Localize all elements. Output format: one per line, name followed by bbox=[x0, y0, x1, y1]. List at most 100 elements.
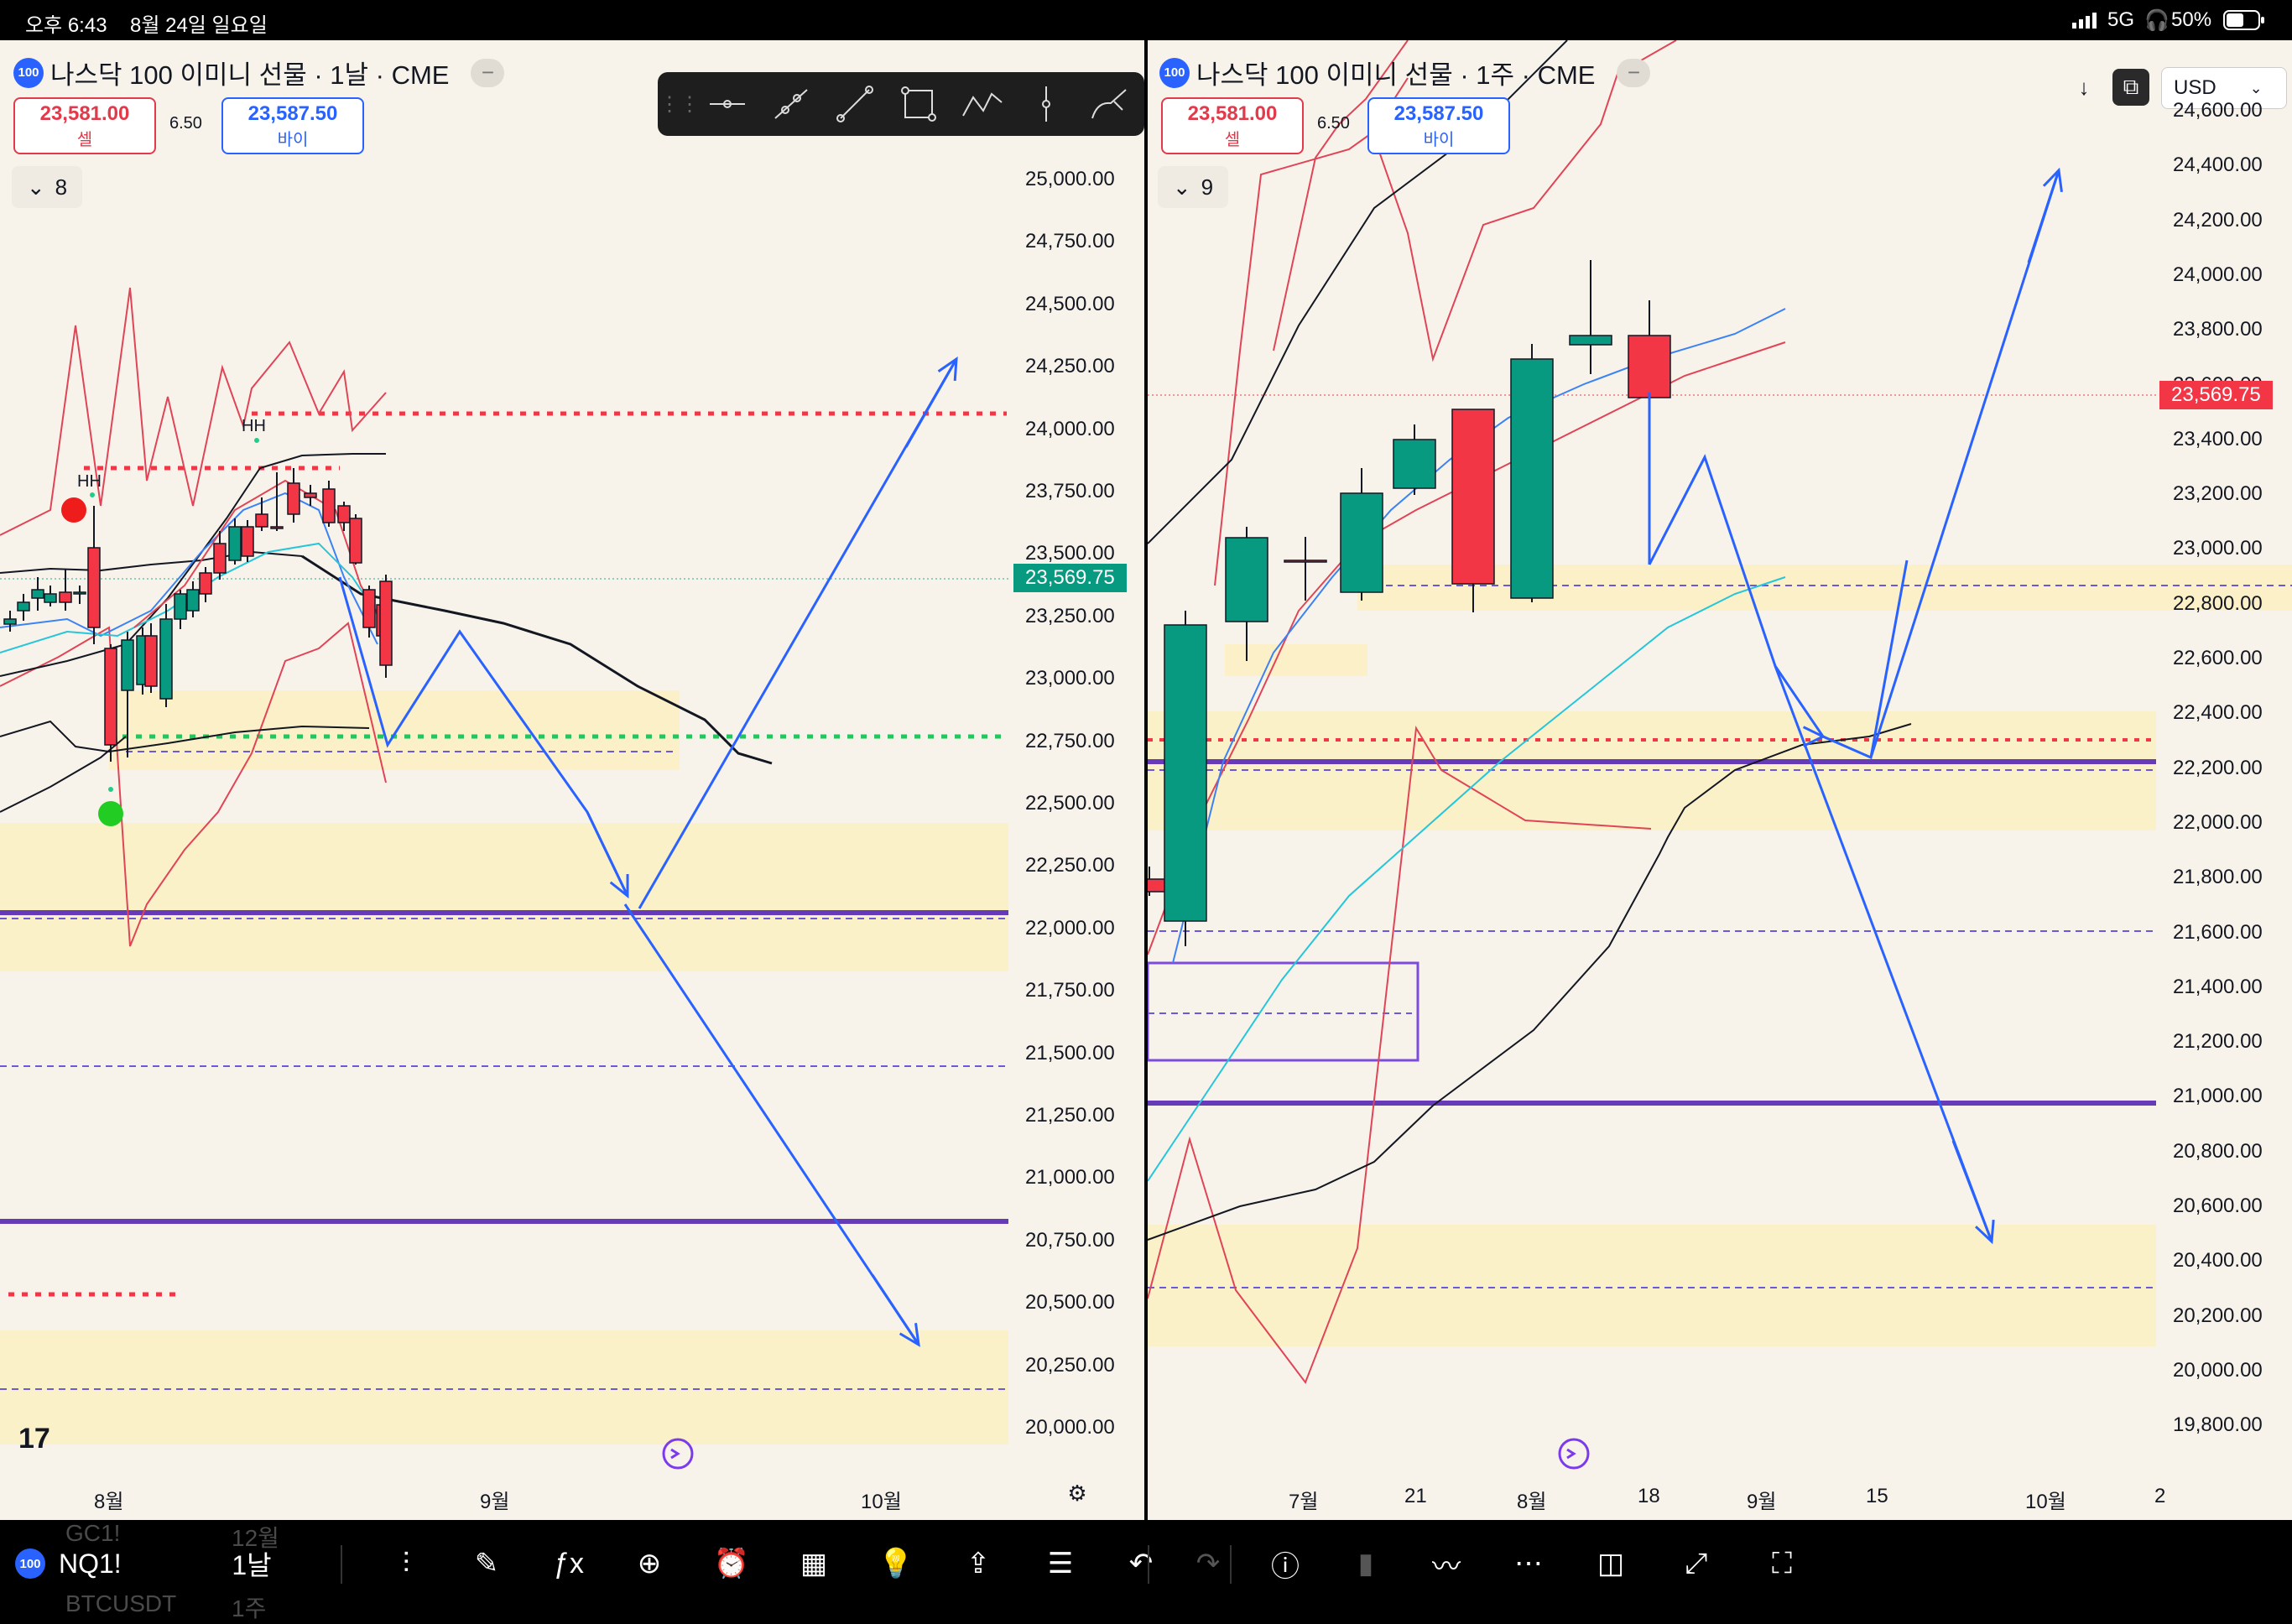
ema-line bbox=[0, 492, 378, 645]
left-sell-button[interactable]: 23,581.00 셀 bbox=[13, 97, 156, 154]
left-chart-canvas[interactable]: HH HH bbox=[0, 40, 1144, 1520]
drag-handle-icon[interactable]: ⋮⋮ bbox=[659, 92, 700, 116]
time-axis-label: 18 bbox=[1638, 1485, 1660, 1507]
collapse-header-button[interactable]: − bbox=[1617, 58, 1651, 87]
interval-button[interactable]: 1날 bbox=[210, 1535, 294, 1592]
time-axis-label: 9월 bbox=[480, 1491, 510, 1513]
price-axis-label: 21,200.00 bbox=[2173, 1030, 2263, 1054]
add-icon[interactable]: ⊕ bbox=[637, 1548, 662, 1580]
price-axis-label: 24,500.00 bbox=[1025, 292, 1115, 315]
price-axis-label: 23,000.00 bbox=[2173, 537, 2263, 560]
compare-icon[interactable]: 〰 bbox=[1432, 1550, 1461, 1583]
chevron-down-icon: ⌄ bbox=[2249, 79, 2263, 96]
path-icon[interactable] bbox=[956, 78, 1008, 130]
indicators-icon[interactable]: ƒx bbox=[554, 1547, 584, 1580]
draw-icon[interactable]: ✎ bbox=[474, 1548, 499, 1580]
volume-icon[interactable]: ▮ bbox=[1357, 1548, 1374, 1580]
ema-line bbox=[1172, 308, 1786, 964]
supply-demand-zone bbox=[109, 690, 680, 770]
projection-path bbox=[1648, 454, 1909, 760]
left-indicators-toggle[interactable]: ⌄ 8 bbox=[12, 166, 82, 208]
price-axis-label: 23,800.00 bbox=[2173, 318, 2263, 341]
time-axis-label: 8월 bbox=[1517, 1491, 1547, 1513]
bollinger-lower-band bbox=[0, 622, 387, 947]
projection-arrow bbox=[871, 1274, 920, 1346]
undo-icon[interactable]: ↶ bbox=[1128, 1548, 1154, 1580]
candle-body bbox=[1225, 537, 1268, 622]
projection-arrow-head bbox=[937, 357, 958, 382]
drawing-toolbar[interactable]: ⋮⋮ bbox=[658, 72, 1144, 136]
left-current-price-label: 23,569.75 bbox=[1013, 564, 1127, 592]
buy-price: 23,587.50 bbox=[247, 102, 338, 125]
pane-divider[interactable] bbox=[1144, 40, 1148, 1520]
projection-arrow bbox=[1951, 1140, 1993, 1242]
candle-body bbox=[337, 505, 351, 523]
right-spread: 6.50 bbox=[1317, 114, 1350, 133]
alert-icon[interactable]: ⏰ bbox=[713, 1548, 750, 1580]
price-axis-label: 22,000.00 bbox=[2173, 810, 2263, 834]
time-axis-label: 15 bbox=[1866, 1485, 1888, 1507]
moving-average-line bbox=[0, 453, 386, 677]
left-chart-pane[interactable]: HH HH 100 나스닥 100 이미니 선물 · 1날 · CME − 23,… bbox=[0, 40, 1144, 1520]
price-axis-label: 24,200.00 bbox=[2173, 208, 2263, 232]
more-icon[interactable]: ⋯ bbox=[1514, 1548, 1543, 1580]
price-axis-label: 19,800.00 bbox=[2173, 1413, 2263, 1437]
price-axis-label: 23,500.00 bbox=[1025, 542, 1115, 565]
left-buy-button[interactable]: 23,587.50 바이 bbox=[221, 97, 364, 154]
sell-price: 23,581.00 bbox=[1187, 102, 1278, 125]
left-spread: 6.50 bbox=[169, 114, 202, 133]
idea-icon[interactable]: 💡 bbox=[878, 1548, 914, 1580]
right-chart-header: 100 나스닥 100 이미니 선물 · 1주 · CME − bbox=[1159, 54, 1651, 91]
redo-icon[interactable]: ↷ bbox=[1195, 1548, 1221, 1580]
candle-body bbox=[255, 513, 268, 528]
battery-percent: 50% bbox=[2171, 8, 2212, 31]
price-axis-label: 22,000.00 bbox=[1025, 916, 1115, 940]
price-axis-label: 20,000.00 bbox=[1025, 1416, 1115, 1439]
ghost-watchlist-symbol: BTCUSDT bbox=[65, 1590, 177, 1616]
info-icon[interactable]: ⓘ bbox=[1271, 1550, 1300, 1583]
projection-arrow bbox=[2027, 169, 2060, 263]
price-axis-label: 21,400.00 bbox=[2173, 975, 2263, 998]
right-buy-button[interactable]: 23,587.50 바이 bbox=[1367, 97, 1510, 154]
supply-demand-zone bbox=[1225, 644, 1367, 676]
brush-icon[interactable] bbox=[1084, 78, 1136, 130]
collapse-header-button[interactable]: − bbox=[471, 58, 505, 87]
go-to-realtime-icon-glyph bbox=[670, 1448, 680, 1460]
price-axis-label: 22,400.00 bbox=[2173, 701, 2263, 725]
price-axis-label: 20,400.00 bbox=[2173, 1249, 2263, 1273]
right-currency-select[interactable]: USD ⌄ bbox=[2161, 67, 2287, 109]
candle-body bbox=[287, 482, 300, 515]
trend-channel-icon[interactable] bbox=[765, 78, 817, 130]
right-chart-pane[interactable]: 100 나스닥 100 이미니 선물 · 1주 · CME − 23,581.0… bbox=[1148, 40, 2292, 1520]
candle-body bbox=[199, 572, 212, 595]
snapshot-icon[interactable]: ⧉ bbox=[2112, 69, 2149, 106]
horizontal-ray-icon[interactable] bbox=[701, 78, 753, 130]
share-icon[interactable]: ⇪ bbox=[966, 1548, 991, 1580]
price-axis-label: 21,750.00 bbox=[1025, 979, 1115, 1002]
fullscreen-icon[interactable]: ⛶ bbox=[1772, 1547, 1792, 1580]
supply-demand-zone bbox=[1148, 1225, 2156, 1346]
rectangle-icon[interactable] bbox=[893, 78, 945, 130]
right-indicators-toggle[interactable]: ⌄ 9 bbox=[1158, 166, 1228, 208]
split-view-icon[interactable]: ◫ bbox=[1597, 1548, 1625, 1580]
expand-icon[interactable]: ⤢ bbox=[1685, 1547, 1708, 1580]
chart-type-icon[interactable]: ⫶ bbox=[402, 1547, 410, 1580]
candle-body bbox=[174, 593, 187, 620]
layouts-icon[interactable]: ▦ bbox=[800, 1548, 828, 1580]
projection-arrow-head bbox=[609, 873, 629, 899]
chart-settings-icon[interactable]: ⚙ bbox=[1067, 1480, 1087, 1506]
currency-value: USD bbox=[2174, 76, 2216, 99]
right-chart-canvas[interactable] bbox=[1148, 40, 2292, 1520]
right-sell-button[interactable]: 23,581.00 셀 bbox=[1161, 97, 1304, 154]
vertical-line-icon[interactable] bbox=[1020, 78, 1072, 130]
price-axis-label: 24,600.00 bbox=[2173, 99, 2263, 122]
symbol-logo: 100 bbox=[1159, 57, 1190, 88]
trend-line-icon[interactable] bbox=[829, 78, 881, 130]
bollinger-upper-band bbox=[0, 287, 387, 536]
price-axis-label: 23,250.00 bbox=[1025, 604, 1115, 627]
watchlist-icon[interactable]: ☰ bbox=[1047, 1548, 1074, 1580]
projection-path bbox=[623, 903, 920, 1346]
bollinger-lower-band bbox=[1148, 725, 1652, 1385]
symbol-button[interactable]: 100 NQ1! bbox=[15, 1535, 175, 1592]
arrow-down-icon[interactable]: ↓ bbox=[2078, 74, 2090, 100]
